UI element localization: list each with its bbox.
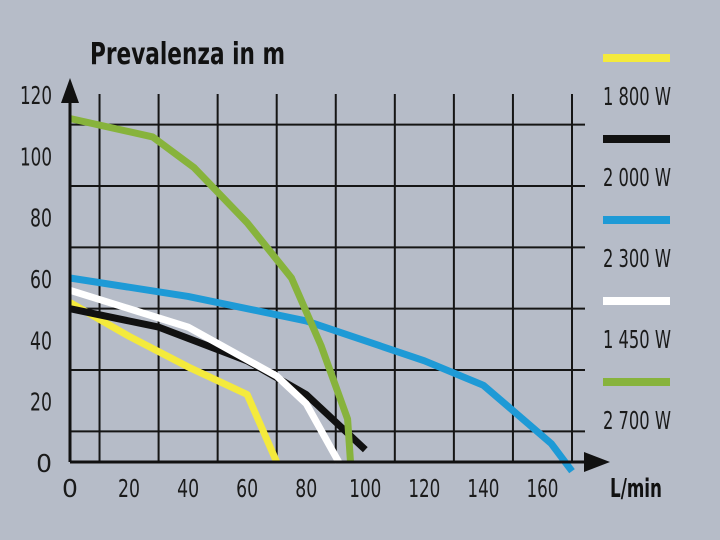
x-tick-label: 60 [236, 474, 258, 503]
y-tick-labels: 0 20 40 60 80 100 120 [20, 81, 52, 478]
y-tick-label: 100 [20, 142, 52, 171]
chart-title: Prevalenza in m [90, 37, 285, 72]
x-tick-label: 120 [408, 474, 440, 503]
axes [61, 78, 610, 472]
y-tick-label: 20 [30, 388, 52, 417]
series-line-2700w [69, 115, 354, 463]
series-line-1450w [68, 286, 342, 464]
series-lines [68, 115, 575, 474]
y-tick-label: 40 [30, 326, 52, 355]
legend-label: 1 450 W [603, 325, 671, 354]
x-tick-labels: 0 20 40 60 80 100 120 140 160 [62, 474, 558, 503]
x-axis-arrow-icon [584, 452, 610, 472]
x-axis-unit-label: L/min [610, 474, 662, 504]
series-line-2300w [69, 274, 575, 474]
legend-label: 2 000 W [603, 163, 671, 192]
series-line-1800w [68, 299, 280, 464]
x-tick-label: 140 [467, 474, 499, 503]
y-tick-label: 60 [30, 265, 52, 294]
legend-label: 2 300 W [603, 244, 671, 273]
legend-label: 1 800 W [603, 82, 671, 111]
x-tick-label: 80 [295, 474, 317, 503]
legend: 1 800 W 2 000 W 2 300 W 1 450 W 2 700 W [603, 54, 671, 435]
grid [70, 94, 585, 462]
legend-label: 2 700 W [603, 406, 671, 435]
x-tick-label: 160 [526, 474, 558, 503]
x-tick-label: 40 [177, 474, 199, 503]
x-tick-label: 100 [349, 474, 381, 503]
y-axis-arrow-icon [61, 78, 79, 103]
y-tick-label: 120 [20, 81, 52, 110]
x-tick-label: 0 [62, 474, 78, 503]
y-tick-label: 0 [36, 449, 52, 478]
y-tick-label: 80 [30, 204, 52, 233]
x-tick-label: 20 [118, 474, 140, 503]
